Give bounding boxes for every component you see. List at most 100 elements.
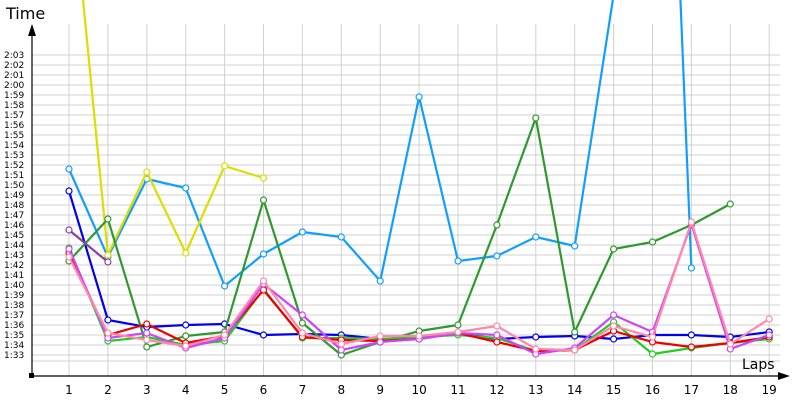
y-tick-label: 1:58 [4, 101, 24, 111]
y-tick-label: 1:44 [4, 241, 24, 251]
x-tick-label: 15 [606, 383, 621, 397]
series-line-dark-green [68, 116, 731, 357]
data-point-pink-lap-2 [104, 329, 112, 337]
series-group [65, 0, 773, 359]
y-axis-arrow-icon [28, 24, 36, 36]
y-tick-label: 1:48 [4, 201, 24, 211]
data-point-light-blue-lap-10 [415, 93, 423, 101]
x-tick-label: 4 [182, 383, 190, 397]
x-tick-label: 6 [260, 383, 268, 397]
x-tick-label: 2 [104, 383, 112, 397]
data-point-magenta-lap-12 [493, 331, 501, 339]
y-tick-label: 1:45 [4, 231, 24, 241]
x-tick-label: 9 [376, 383, 384, 397]
data-point-dark-green-lap-6 [259, 196, 268, 204]
x-tick-label: 12 [489, 383, 504, 397]
x-tick-label: 8 [337, 383, 345, 397]
data-point-light-blue-lap-17 [687, 264, 696, 272]
data-point-light-blue-lap-7 [298, 228, 306, 236]
x-axis-arrow-icon [778, 372, 790, 380]
data-point-pink-lap-10 [415, 332, 423, 340]
data-point-pink-lap-5 [221, 331, 229, 339]
data-point-magenta-lap-19 [765, 331, 773, 339]
y-tick-label: 1:49 [4, 191, 24, 201]
data-point-dark-green-lap-13 [532, 114, 540, 122]
data-point-light-blue-lap-5 [221, 282, 229, 290]
data-point-dark-blue-lap-2 [104, 316, 112, 324]
data-point-yellow-lap-5 [221, 162, 229, 170]
data-point-pink-lap-7 [298, 329, 306, 337]
y-tick-label: 1:41 [4, 271, 24, 281]
data-point-red-lap-3 [143, 320, 151, 328]
y-tick-label: 1:54 [4, 141, 24, 151]
data-point-pink-lap-13 [532, 345, 540, 353]
data-point-dark-green-lap-11 [454, 321, 462, 329]
y-tick-label: 1:53 [4, 151, 24, 161]
x-tick-label: 3 [143, 383, 151, 397]
data-point-light-blue-lap-13 [532, 233, 540, 241]
data-point-red-lap-17 [687, 343, 696, 351]
y-tick-label: 1:46 [4, 221, 24, 231]
series-line-yellow [81, 0, 264, 257]
data-point-light-blue-lap-9 [376, 277, 384, 285]
data-point-magenta-lap-1 [65, 245, 73, 253]
x-tick-label: 19 [762, 383, 777, 397]
data-point-pink-lap-14 [571, 346, 579, 354]
data-point-pink-lap-1 [65, 253, 73, 261]
x-tick-label: 18 [723, 383, 738, 397]
x-tick-label: 7 [299, 383, 307, 397]
data-point-red-lap-12 [493, 338, 501, 346]
y-tick-label: 2:01 [4, 71, 24, 81]
data-point-light-blue-lap-8 [337, 233, 345, 241]
data-point-light-blue-lap-12 [493, 252, 501, 260]
y-axis-label: Time [5, 4, 45, 23]
y-tick-label: 1:57 [4, 111, 24, 121]
data-point-yellow-lap-3 [143, 168, 151, 176]
y-tick-label: 1:47 [4, 211, 24, 221]
y-tick-label: 1:59 [4, 91, 24, 101]
y-tick-label: 1:34 [4, 341, 24, 351]
x-tick-label: 13 [528, 383, 543, 397]
data-point-dark-green-lap-18 [726, 200, 734, 208]
y-tick-label: 2:02 [4, 61, 24, 71]
y-tick-label: 2:03 [4, 51, 24, 61]
data-point-dark-green-lap-3 [143, 343, 151, 351]
data-point-yellow-lap-6 [259, 174, 268, 182]
data-point-light-blue-lap-4 [182, 184, 190, 192]
y-tick-label: 1:52 [4, 161, 24, 171]
y-tick-label: 1:36 [4, 321, 24, 331]
y-tick-label: 1:39 [4, 291, 24, 301]
data-point-dark-green-lap-15 [609, 245, 618, 253]
data-point-magenta-lap-3 [143, 329, 151, 337]
data-point-dark-blue-lap-15 [609, 335, 618, 343]
data-point-dark-blue-lap-17 [687, 331, 696, 339]
y-tick-label: 1:33 [4, 351, 24, 361]
x-tick-label: 16 [645, 383, 660, 397]
data-point-magenta-lap-9 [376, 338, 384, 346]
data-point-purple-lap-2 [104, 258, 112, 266]
y-tick-label: 1:50 [4, 181, 24, 191]
data-point-pink-lap-15 [609, 322, 618, 330]
data-point-dark-green-lap-7 [298, 319, 306, 327]
data-point-purple-lap-1 [65, 226, 73, 234]
y-tick-label: 1:40 [4, 281, 24, 291]
x-tick-label: 1 [65, 383, 73, 397]
y-tick-labels: 1:331:341:351:361:371:381:391:401:411:42… [4, 51, 24, 361]
data-point-dark-blue-lap-13 [532, 333, 540, 341]
data-point-dark-blue-lap-6 [259, 331, 268, 339]
data-point-pink-lap-12 [493, 322, 501, 330]
y-tick-label: 1:37 [4, 311, 24, 321]
data-point-pink-lap-9 [376, 332, 384, 340]
x-tick-label: 11 [450, 383, 465, 397]
data-point-magenta-lap-7 [298, 311, 306, 319]
y-tick-label: 1:55 [4, 131, 24, 141]
data-point-yellow-lap-2 [104, 251, 112, 259]
series-purple [65, 226, 112, 266]
data-point-pink-lap-19 [765, 315, 773, 323]
y-tick-label: 1:43 [4, 251, 24, 261]
series-yellow [81, 0, 268, 259]
data-point-magenta-lap-8 [337, 346, 345, 354]
data-point-magenta-lap-15 [609, 311, 618, 319]
data-point-light-blue-lap-14 [571, 242, 579, 250]
